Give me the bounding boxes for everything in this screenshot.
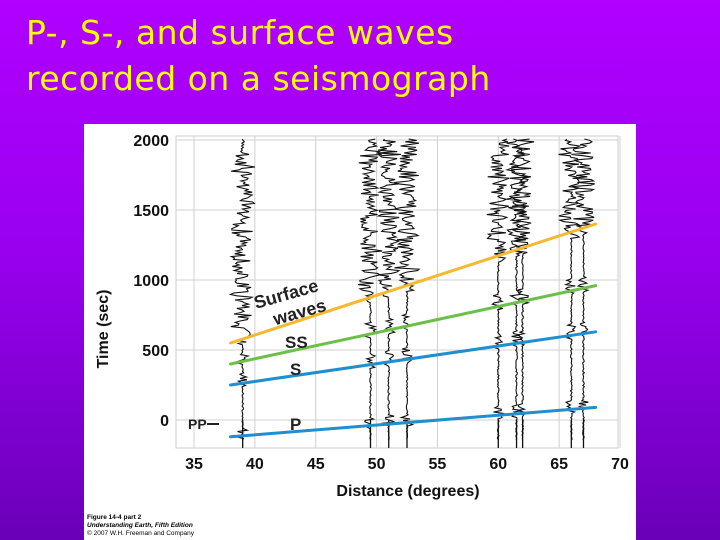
seismogram-trace-60 — [486, 138, 510, 441]
y-tick-label-1000: 1000 — [133, 273, 169, 290]
seismograph-figure: 35 40 45 50 55 60 65 70 2000 1500 1000 500 0 Time (s… — [84, 124, 636, 540]
y-axis-label: Time (sec) — [95, 290, 112, 369]
seismogram-trace-62 — [510, 138, 535, 441]
x-tick-label-45: 45 — [307, 456, 325, 473]
x-axis-label: Distance (degrees) — [336, 483, 479, 500]
curve-s — [229, 330, 598, 387]
curve-ss — [229, 284, 598, 366]
slide-title: P-, S-, and surface waves recorded on a … — [26, 10, 706, 102]
seismogram-trace-52.5 — [393, 138, 421, 441]
seismogram-trace-51 — [376, 138, 401, 441]
y-tick-label-1500: 1500 — [133, 203, 169, 220]
curve-surface-waves — [229, 222, 598, 345]
p-label: P — [290, 415, 301, 434]
slide-title-line-1: P-, S-, and surface waves — [26, 13, 454, 52]
seismogram-traces — [228, 138, 596, 448]
travel-time-curves — [229, 222, 598, 439]
caption-book-title: Understanding Earth, Fifth Edition — [87, 522, 193, 529]
y-tick-label-0: 0 — [160, 413, 169, 430]
x-tick-label-65: 65 — [550, 456, 568, 473]
plot-area — [175, 135, 619, 449]
seismogram-trace-49.5 — [357, 138, 383, 441]
x-tick-label-50: 50 — [368, 456, 386, 473]
seismogram-trace-67 — [571, 138, 596, 441]
y-tick-label-500: 500 — [142, 343, 169, 360]
s-label: S — [290, 360, 301, 379]
curve-p — [229, 405, 598, 439]
caption-figure-number: Figure 14-4 part 2 — [87, 514, 142, 521]
x-tick-label-40: 40 — [246, 456, 264, 473]
pp-label: PP — [188, 416, 207, 432]
y-tick-label-2000: 2000 — [133, 133, 169, 150]
slide-title-line-2: recorded on a seismograph — [26, 59, 491, 98]
x-tick-label-35: 35 — [185, 456, 203, 473]
x-tick-label-70: 70 — [611, 456, 629, 473]
seismogram-trace-66 — [557, 138, 582, 440]
x-tick-label-60: 60 — [489, 456, 507, 473]
axis-ticks: 35 40 45 50 55 60 65 70 2000 1500 1000 500 0 — [133, 133, 629, 473]
seismogram-trace-39 — [228, 138, 256, 441]
caption-copyright: © 2007 W.H. Freeman and Company — [87, 530, 195, 537]
x-tick-label-55: 55 — [429, 456, 447, 473]
ss-label: SS — [285, 333, 308, 352]
seismograph-chart: 35 40 45 50 55 60 65 70 2000 1500 1000 500 0 Time (s… — [95, 133, 629, 500]
figure-caption: Figure 14-4 part 2 Understanding Earth, … — [87, 514, 194, 538]
